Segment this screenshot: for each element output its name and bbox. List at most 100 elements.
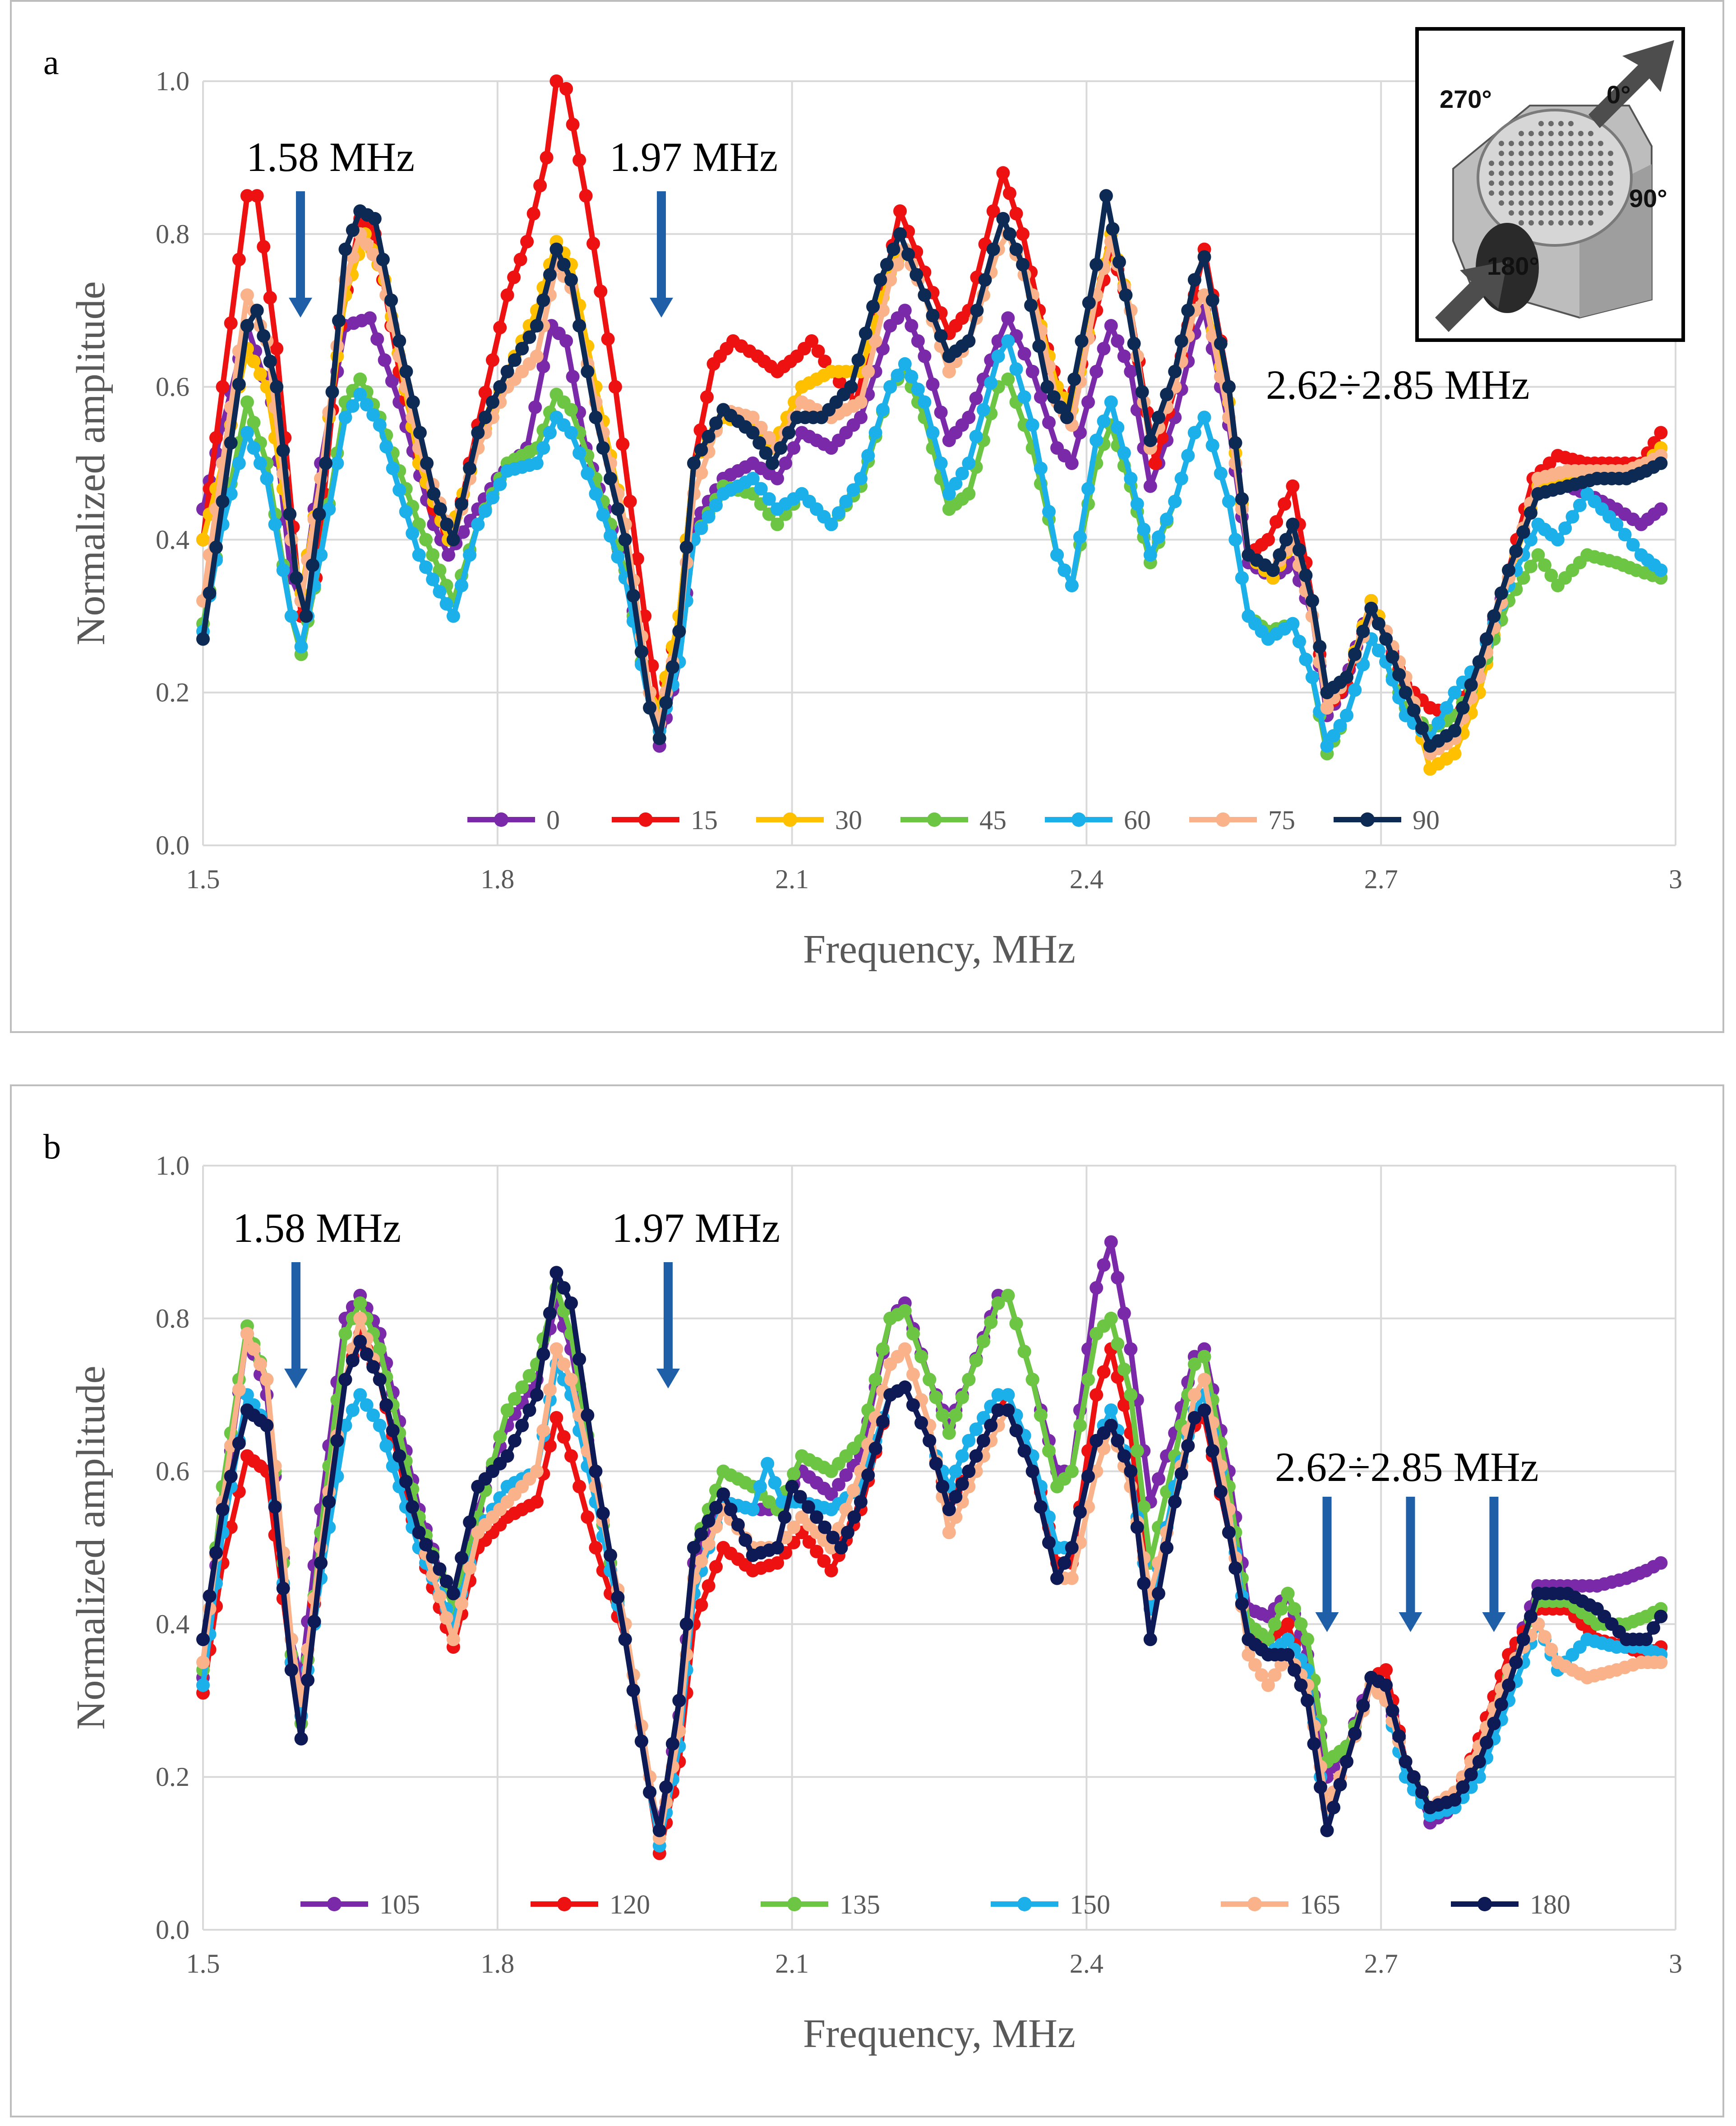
series-marker [360,1347,374,1361]
series-marker [1235,571,1249,585]
series-marker [1509,544,1523,558]
series-marker [224,316,238,330]
series-marker [709,416,723,430]
series-marker [801,1500,815,1514]
series-marker [854,471,868,485]
series-marker [709,1501,723,1515]
series-marker [991,1388,1005,1402]
series-marker [1255,1668,1269,1682]
series-marker [1117,1449,1131,1463]
series-marker [1143,434,1157,447]
series-marker [406,395,420,409]
series-marker [250,189,264,203]
series-marker [891,258,905,272]
series-marker [378,353,392,367]
series-marker [596,508,610,522]
series-marker [761,1457,775,1471]
array-element [1598,200,1603,206]
series-marker [307,1614,321,1628]
series-marker [471,517,485,531]
legend-label: 180 [1530,1890,1570,1919]
series-marker [771,1556,784,1570]
series-marker [991,334,1005,348]
series-marker [530,1464,544,1478]
array-element [1558,200,1564,206]
annotation-arrow-shaft [296,191,305,300]
array-element [1588,180,1593,186]
series-marker [934,406,948,420]
series-120 [196,1327,1668,1860]
series-marker [1197,1373,1211,1387]
series-marker [366,408,380,422]
series-marker [289,571,303,585]
series-marker [1494,1697,1508,1711]
series-marker [1286,517,1300,531]
series-marker [611,502,625,516]
series-marker [866,300,880,314]
series-marker [1273,548,1287,562]
series-marker [886,242,900,256]
series-marker [694,466,708,480]
series-marker [433,585,447,599]
series-marker [1181,304,1195,318]
series-marker [905,319,919,333]
series-marker [412,1526,426,1540]
series-marker [942,364,956,378]
array-element [1499,161,1504,166]
series-marker [949,1464,963,1478]
series-marker [1187,1388,1201,1402]
series-marker [543,1306,557,1320]
series-marker [485,491,499,505]
series-marker [1524,506,1537,520]
series-marker [566,118,580,131]
series-marker [643,701,657,715]
series-marker [936,1480,950,1494]
series-marker [1516,525,1530,539]
series-marker [1112,255,1126,269]
legend-label: 105 [379,1890,420,1919]
series-marker [986,204,1000,218]
series-marker [1356,624,1370,638]
array-element [1568,141,1574,146]
y-axis-title: Normalized amplitude [69,1365,113,1729]
series-marker [739,1533,753,1547]
array-element [1538,190,1544,196]
series-marker [1654,563,1668,577]
chart-b-svg: 0.0 0.2 0.4 0.6 0.8 1.0 1.5 1.8 2.1 2.4 2.7 3 Freque… [43,1127,1682,2056]
series-marker [746,471,760,485]
series-marker [216,494,230,508]
series-marker [1448,747,1462,761]
array-element [1568,210,1574,216]
series-marker [240,395,254,409]
series-marker [911,334,925,348]
series-marker [608,380,622,394]
series-marker [923,1434,937,1448]
array-element [1578,190,1584,196]
series-marker [589,487,603,501]
series-marker [399,364,413,378]
series-marker [373,418,387,432]
series-marker [1392,668,1406,682]
series-marker [918,349,932,363]
series-marker [778,1510,792,1524]
series-marker [536,293,550,307]
array-element [1519,200,1524,206]
series-marker [419,1538,433,1552]
series-marker [1050,1571,1064,1585]
series-marker [330,1434,344,1448]
array-element [1598,210,1603,216]
array-element [1519,210,1524,216]
series-marker [1242,1648,1256,1662]
series-marker [746,1503,760,1517]
series-marker [209,1546,223,1560]
series-marker [420,457,434,470]
series-marker [232,378,246,391]
series-marker [260,471,274,485]
series-marker [1654,1656,1668,1669]
series-marker [1152,1472,1165,1486]
legend-item-0: 0 [467,805,560,835]
series-marker [1487,1716,1501,1730]
series-marker [1135,385,1149,399]
series-marker [508,1392,522,1406]
legend-swatch-marker [1247,1897,1262,1911]
